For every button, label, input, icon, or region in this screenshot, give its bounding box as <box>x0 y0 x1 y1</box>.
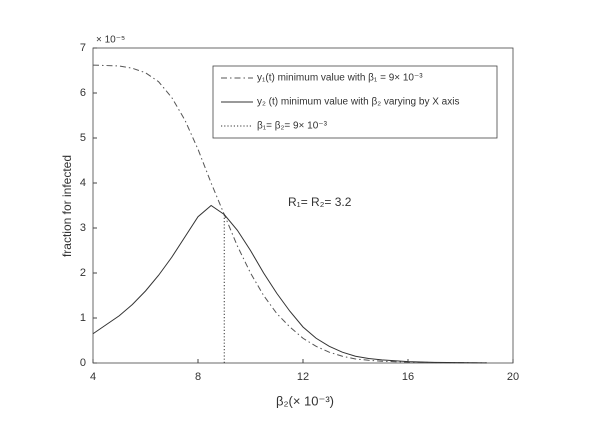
y-multiplier: × 10⁻⁵ <box>96 35 125 46</box>
y-tick-label: 6 <box>80 87 86 99</box>
x-axis-label: β₂(× 10⁻³) <box>276 393 334 408</box>
annotation: R₁= R₂= 3.2 <box>288 195 352 209</box>
legend-label: y₁(t) minimum value with β₁ = 9× 10⁻³ <box>257 73 423 84</box>
y-tick-label: 2 <box>80 267 86 279</box>
y-tick-label: 0 <box>80 357 86 369</box>
legend-box <box>212 65 498 139</box>
x-tick-label: 8 <box>195 371 201 383</box>
y-axis-label: fraction for infected <box>60 155 74 257</box>
y-tick-label: 1 <box>80 312 86 324</box>
x-tick-label: 12 <box>297 371 309 383</box>
legend-label: β₁= β₂= 9× 10⁻³ <box>257 121 328 132</box>
y-tick-label: 4 <box>80 177 86 189</box>
x-tick-label: 4 <box>90 371 96 383</box>
y-tick-label: 7 <box>80 42 86 54</box>
x-tick-label: 20 <box>507 371 519 383</box>
y-tick-label: 3 <box>80 222 86 234</box>
y-tick-label: 5 <box>80 132 86 144</box>
series-line <box>92 64 487 364</box>
x-tick-label: 16 <box>402 371 414 383</box>
series-line <box>92 204 487 364</box>
legend-label: y₂ (t) minimum value with β₂ varying by … <box>257 97 459 108</box>
